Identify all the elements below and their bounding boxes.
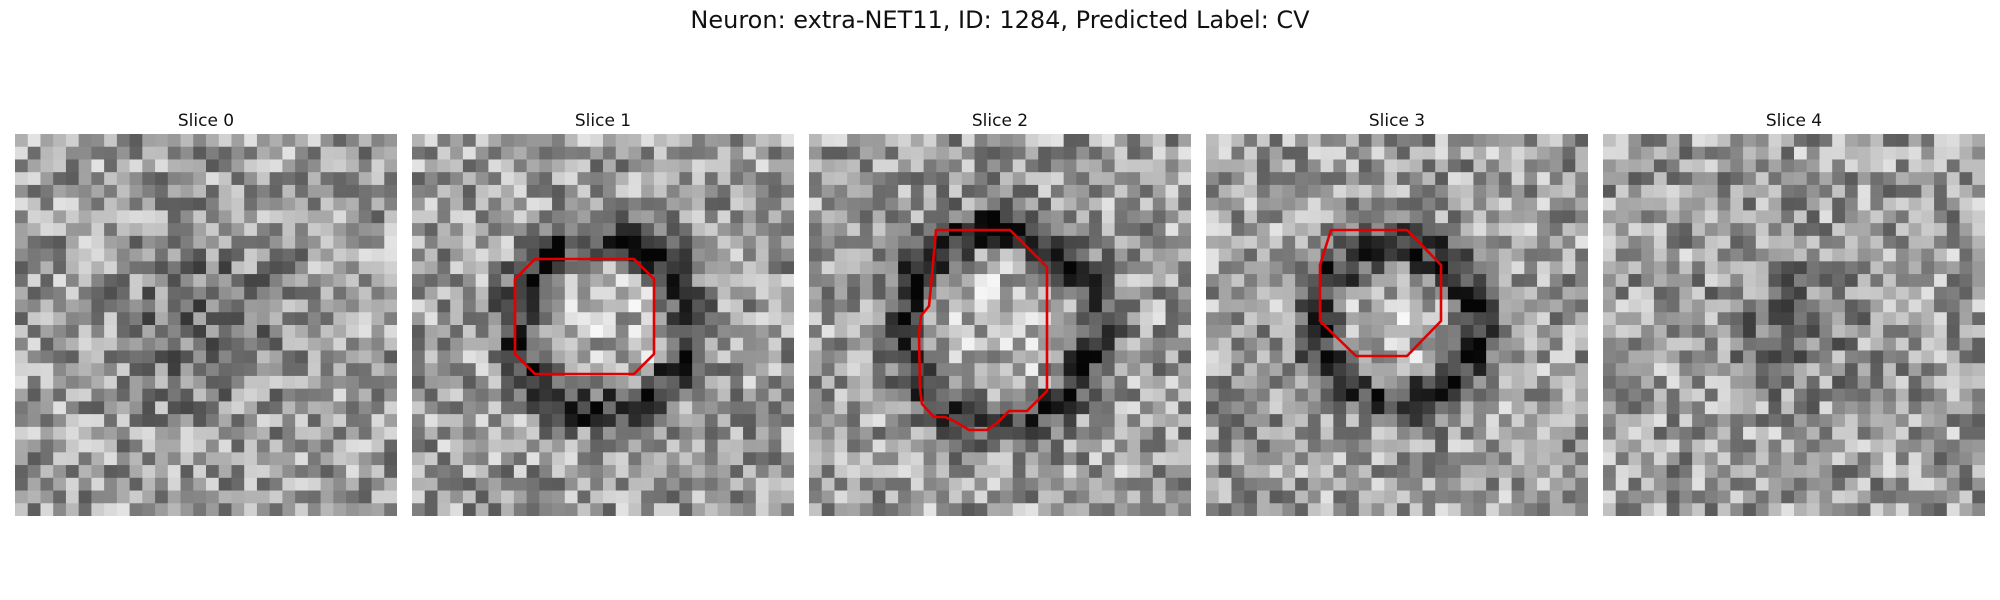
slice-title: Slice 1 (574, 111, 632, 131)
slice-image (412, 134, 794, 516)
slice-image (1603, 134, 1985, 516)
slice-image (1206, 134, 1588, 516)
slice-panel: Slice 0 (15, 108, 397, 516)
slice-image (809, 134, 1191, 516)
slice-panel: Slice 4 (1603, 108, 1985, 516)
slice-panel: Slice 1 (412, 108, 794, 516)
slice-title: Slice 0 (177, 111, 235, 131)
segmentation-contour (917, 228, 1049, 432)
segmentation-contour (513, 257, 656, 376)
slice-title: Slice 2 (971, 111, 1029, 131)
slice-title: Slice 3 (1368, 111, 1426, 131)
segmentation-contour (1318, 228, 1443, 358)
slice-panel: Slice 3 (1206, 108, 1588, 516)
slice-image (15, 134, 397, 516)
figure-title: Neuron: extra-NET11, ID: 1284, Predicted… (690, 6, 1310, 34)
slice-title: Slice 4 (1765, 111, 1823, 131)
slice-panel: Slice 2 (809, 108, 1191, 516)
